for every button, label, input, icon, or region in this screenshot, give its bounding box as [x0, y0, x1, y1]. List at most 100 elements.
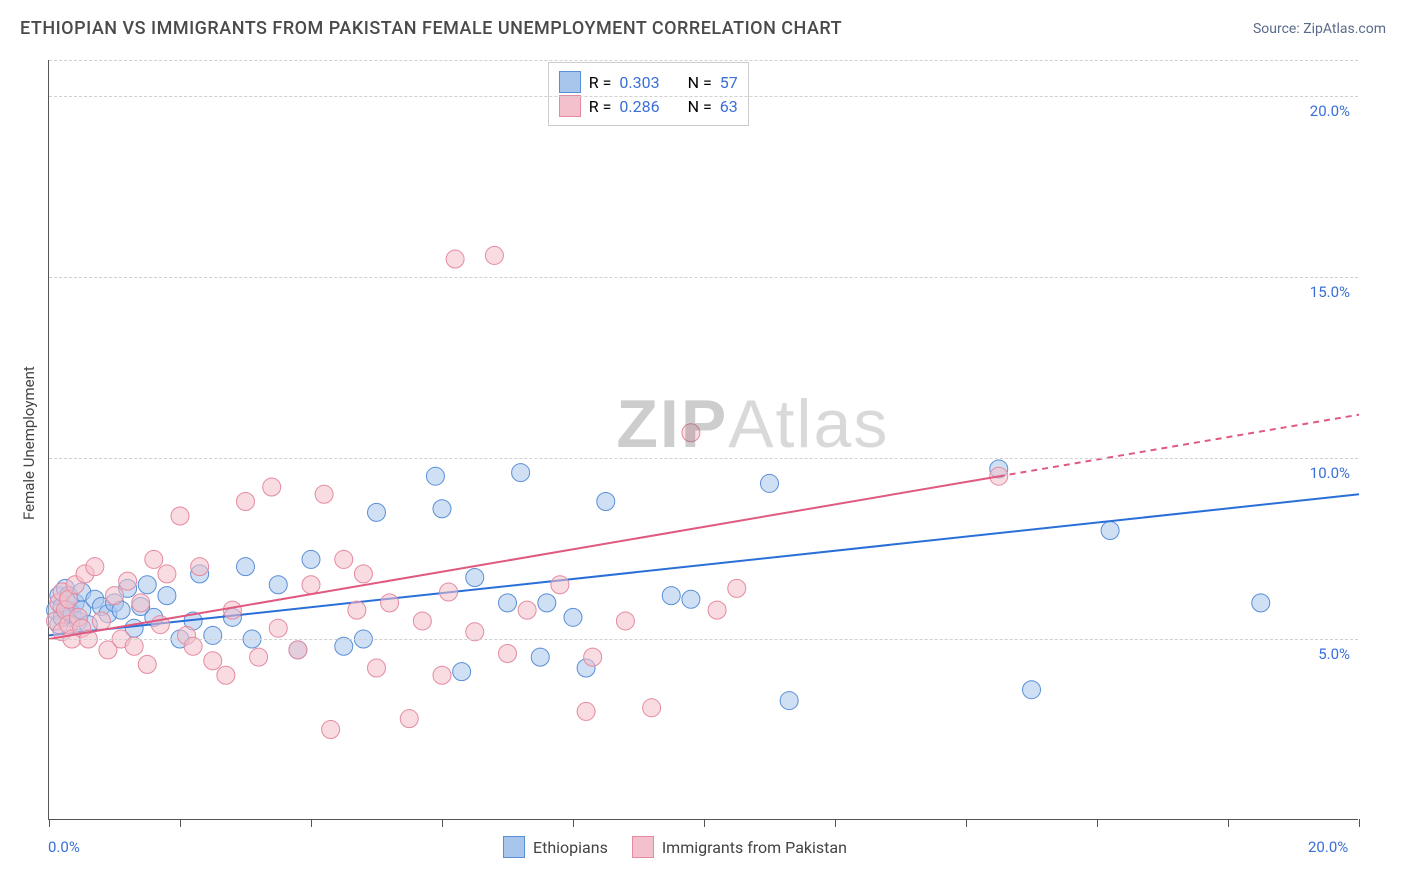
data-point [138, 655, 156, 673]
data-point [440, 583, 458, 601]
data-point [446, 250, 464, 268]
data-point [616, 612, 634, 630]
data-point [348, 601, 366, 619]
chart-container: ETHIOPIAN VS IMMIGRANTS FROM PAKISTAN FE… [0, 0, 1406, 892]
x-tick [49, 819, 50, 827]
data-point [145, 550, 163, 568]
gridline [49, 96, 1358, 97]
legend-r-label: R = [589, 73, 612, 92]
data-point [1252, 594, 1270, 612]
gridline [49, 639, 1358, 640]
legend-n-value: 63 [720, 97, 738, 116]
legend-swatch [632, 836, 654, 858]
gridline [49, 277, 1358, 278]
x-tick [311, 819, 312, 827]
data-point [413, 612, 431, 630]
data-point [728, 579, 746, 597]
data-point [577, 702, 595, 720]
data-point [538, 594, 556, 612]
data-point [564, 608, 582, 626]
data-point [302, 550, 320, 568]
data-point [1023, 681, 1041, 699]
data-point [106, 587, 124, 605]
data-point [269, 619, 287, 637]
data-point [92, 612, 110, 630]
y-tick-label: 20.0% [1310, 102, 1350, 120]
data-point [780, 692, 798, 710]
y-tick-label: 10.0% [1310, 464, 1350, 482]
data-point [453, 663, 471, 681]
correlation-legend: R = 0.303 N = 57 R = 0.286 N = 63 [548, 62, 749, 126]
data-point [269, 576, 287, 594]
data-point [86, 558, 104, 576]
legend-swatch [559, 95, 581, 117]
scatter-svg [49, 60, 1359, 820]
legend-r-value: 0.303 [619, 73, 659, 92]
legend-item-label: Immigrants from Pakistan [662, 838, 847, 857]
legend-item: Ethiopians [503, 836, 608, 858]
data-point [400, 710, 418, 728]
data-point [662, 587, 680, 605]
gridline [49, 60, 1358, 61]
data-point [682, 590, 700, 608]
x-tick [180, 819, 181, 827]
data-point [643, 699, 661, 717]
x-tick [1228, 819, 1229, 827]
chart-title: ETHIOPIAN VS IMMIGRANTS FROM PAKISTAN FE… [20, 18, 842, 39]
data-point [381, 594, 399, 612]
data-point [518, 601, 536, 619]
legend-n-value: 57 [720, 73, 738, 92]
data-point [315, 485, 333, 503]
data-point [597, 493, 615, 511]
x-tick [704, 819, 705, 827]
data-point [433, 666, 451, 684]
chart-source: Source: ZipAtlas.com [1253, 21, 1386, 37]
x-tick [1359, 819, 1360, 827]
legend-item: Immigrants from Pakistan [632, 836, 847, 858]
x-tick [966, 819, 967, 827]
x-tick-label: 20.0% [1308, 838, 1348, 856]
data-point [761, 474, 779, 492]
data-point [466, 569, 484, 587]
data-point [485, 246, 503, 264]
data-point [551, 576, 569, 594]
y-tick-label: 5.0% [1318, 645, 1350, 663]
y-tick-label: 15.0% [1310, 283, 1350, 301]
series-legend: Ethiopians Immigrants from Pakistan [503, 836, 847, 858]
legend-swatch [559, 71, 581, 93]
legend-row: R = 0.286 N = 63 [559, 95, 738, 117]
legend-item-label: Ethiopians [533, 838, 608, 857]
x-tick [835, 819, 836, 827]
data-point [138, 576, 156, 594]
data-point [158, 565, 176, 583]
data-point [335, 550, 353, 568]
data-point [499, 645, 517, 663]
x-tick [1097, 819, 1098, 827]
data-point [158, 587, 176, 605]
x-tick [442, 819, 443, 827]
data-point [708, 601, 726, 619]
data-point [119, 572, 137, 590]
data-point [499, 594, 517, 612]
data-point [132, 594, 150, 612]
data-point [237, 558, 255, 576]
data-point [368, 659, 386, 677]
data-point [322, 721, 340, 739]
data-point [531, 648, 549, 666]
legend-n-label: N = [688, 97, 712, 116]
regression-line-extrapolated [999, 415, 1359, 477]
x-tick-label: 0.0% [48, 838, 80, 856]
legend-swatch [503, 836, 525, 858]
data-point [584, 648, 602, 666]
y-axis-label: Female Unemployment [20, 366, 38, 520]
data-point [204, 652, 222, 670]
data-point [223, 601, 241, 619]
data-point [217, 666, 235, 684]
data-point [302, 576, 320, 594]
data-point [368, 503, 386, 521]
data-point [512, 464, 530, 482]
title-bar: ETHIOPIAN VS IMMIGRANTS FROM PAKISTAN FE… [20, 18, 1386, 39]
legend-r-label: R = [589, 97, 612, 116]
legend-row: R = 0.303 N = 57 [559, 71, 738, 93]
data-point [191, 558, 209, 576]
